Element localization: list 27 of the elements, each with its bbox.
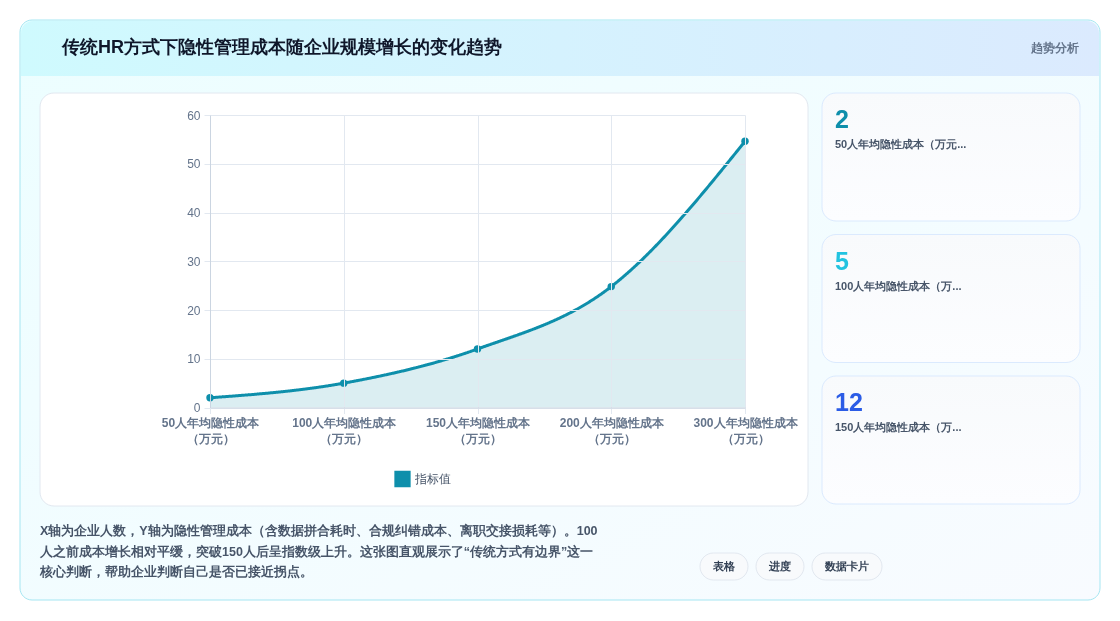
text: 5 [835, 246, 849, 275]
text: 50人年均隐性成本（万元... [835, 138, 967, 151]
text: 数据卡片 [824, 559, 869, 572]
text: X轴为企业人数，Y轴为隐性管理成本（含数据拼合耗时、合规纠错成本、离职交接损耗等）。100人之前成本增长相对平缓，突破150人后呈指数级上升。这张图直观展示了“传统方式有边界”这一核心判断，帮助企业判断自己是否已接近拐点。 [39, 523, 598, 579]
y-tick-label: 40 [187, 206, 201, 220]
y-tick-label: 30 [187, 254, 201, 269]
x-tick-label: 50人年均隐性成本（万元） [161, 416, 261, 446]
chart-title: 传统HR方式下隐性管理成本随企业规模增长的变化趋势 [61, 37, 502, 57]
text: 12 [835, 388, 863, 416]
x-tick-label: 300人年均隐性成本（万元） [693, 416, 799, 446]
point [206, 394, 214, 402]
text: 表格 [712, 559, 736, 572]
text: 2 [835, 105, 849, 133]
y-tick-label: 20 [187, 303, 201, 318]
y-tick-label: 0 [193, 401, 201, 415]
point [741, 137, 749, 146]
x-tick-label: 100人年均隐性成本（万元） [292, 416, 398, 446]
y-tick-label: 50 [187, 157, 201, 172]
x-tick-label: 150人年均隐性成本（万元） [425, 416, 532, 446]
legend-label: 指标值 [414, 472, 451, 486]
y-tick-label: 60 [187, 108, 201, 123]
text: 100人年均隐性成本（万... [835, 279, 962, 293]
text: 150人年均隐性成本（万... [835, 421, 962, 434]
x-tick-label: 200人年均隐性成本（万元） [559, 416, 665, 446]
text: 进度 [768, 559, 791, 572]
text: 趋势分析 [1030, 41, 1079, 55]
y-tick-label: 10 [187, 352, 201, 367]
